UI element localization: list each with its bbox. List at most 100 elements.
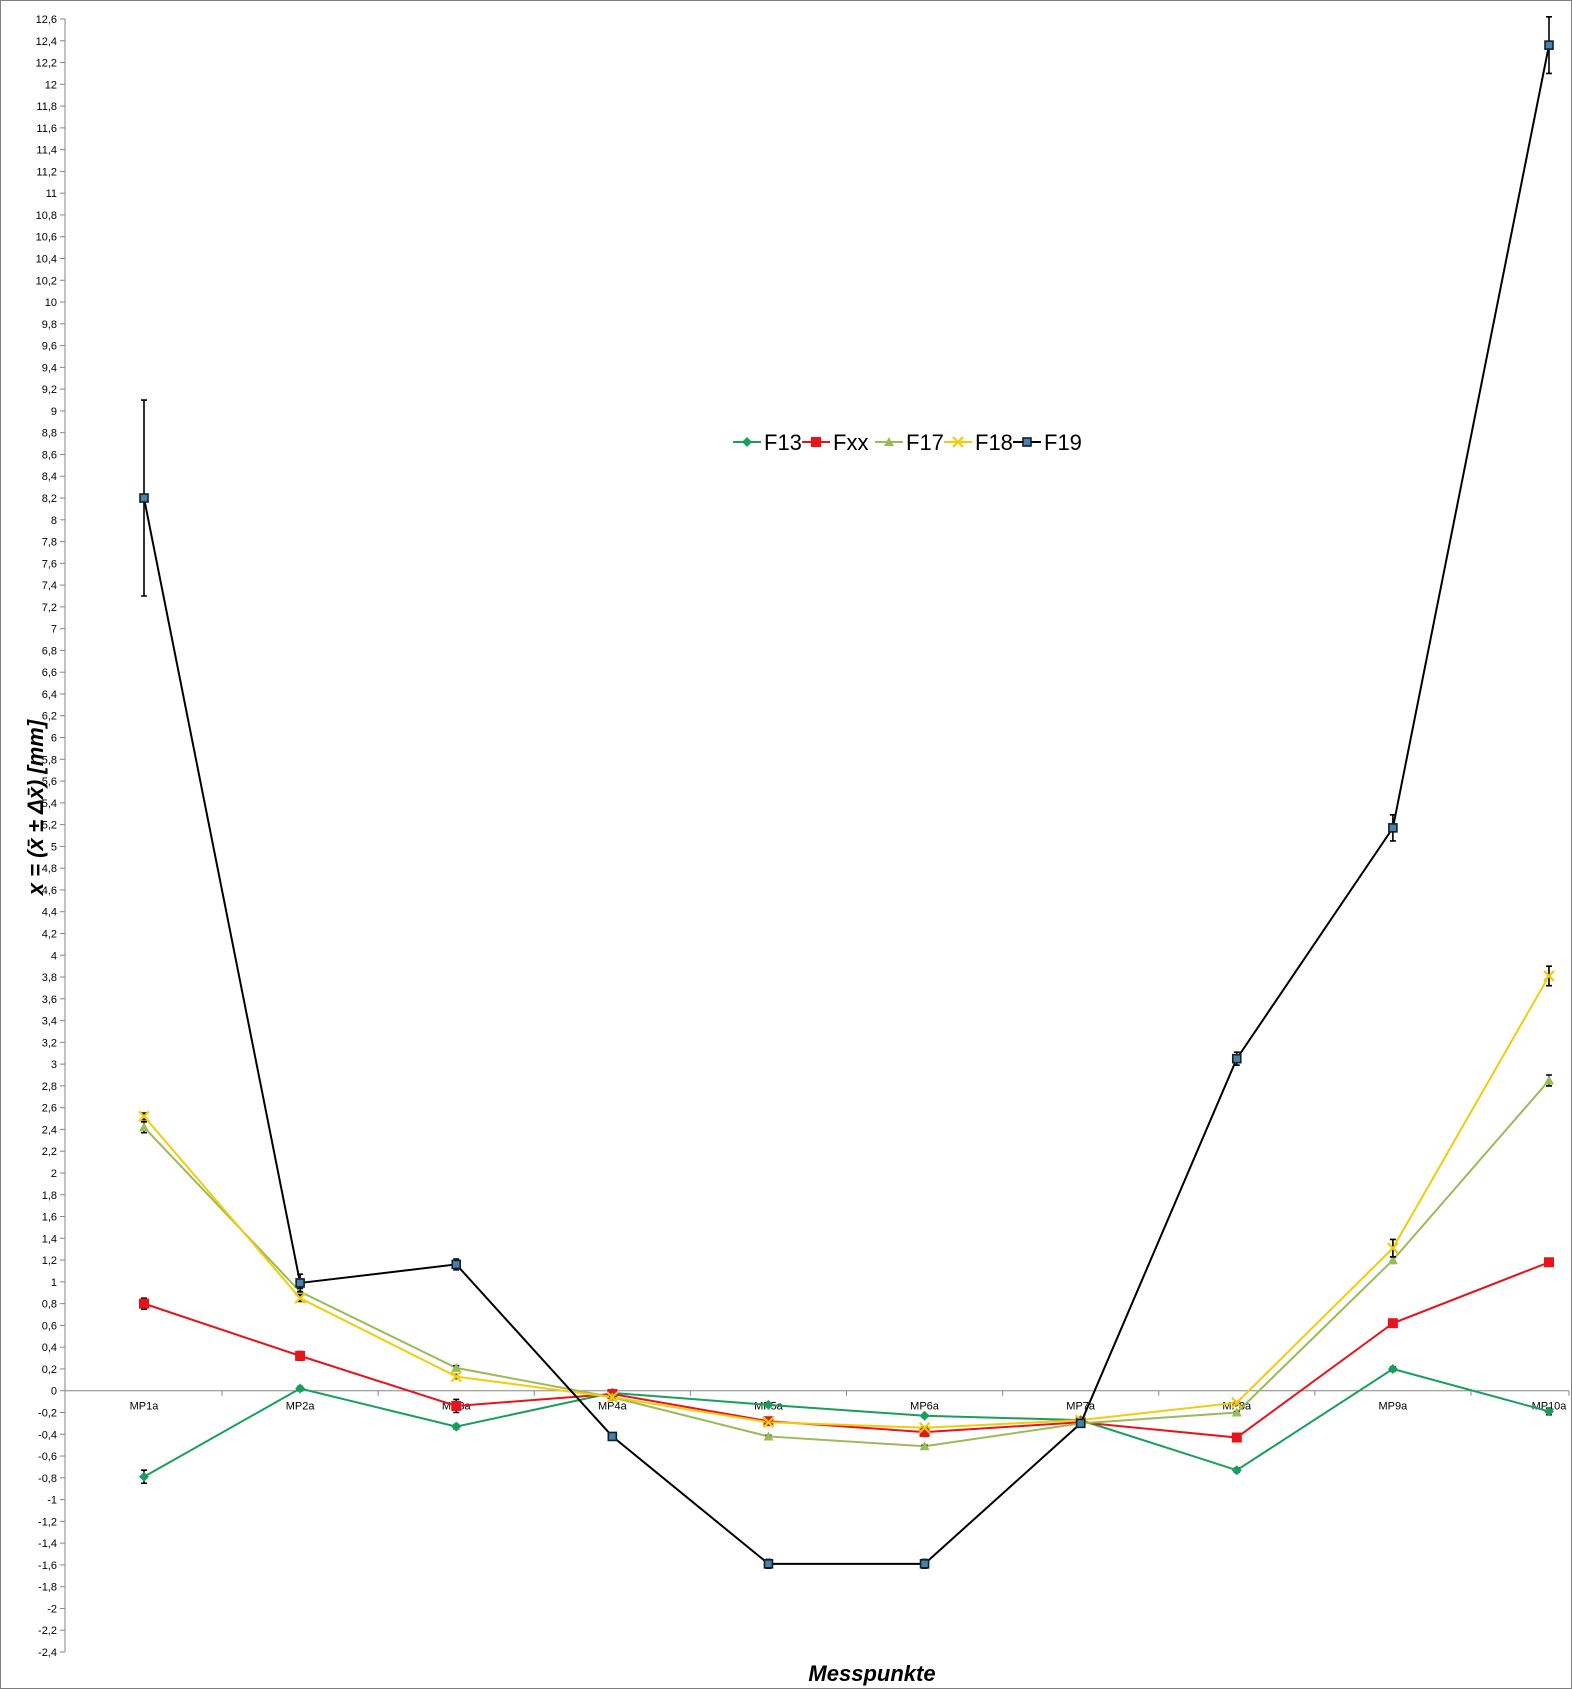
data-point (1231, 1396, 1243, 1409)
data-point (295, 1278, 305, 1288)
y-tick-label: 10,6 (36, 232, 57, 244)
y-tick-label: 6,4 (42, 689, 57, 701)
y-tick-label: 7,6 (42, 558, 57, 570)
y-tick-label: -1 (47, 1495, 57, 1507)
y-tick-label: 12,6 (36, 14, 57, 26)
y-tick-label: 3,4 (42, 1016, 57, 1028)
legend-item-f13: F13 (733, 430, 802, 455)
x-axis-title: Messpunkte (808, 1661, 935, 1686)
data-point (451, 1421, 462, 1432)
y-tick-label: 9,4 (42, 362, 57, 374)
y-tick-label: 1 (51, 1277, 57, 1289)
series-f19 (139, 16, 1554, 1569)
y-tick-label: 8 (51, 515, 57, 527)
data-point (138, 1110, 150, 1123)
data-point (451, 1362, 462, 1372)
series-line (143, 1367, 1550, 1478)
series-layer (138, 16, 1555, 1569)
y-tick-label: 5,6 (42, 776, 57, 788)
y-tick-label: 1,8 (42, 1190, 57, 1202)
y-tick-label: -2 (47, 1603, 57, 1615)
y-tick-label: 0,8 (42, 1299, 57, 1311)
y-tick-label: 8,6 (42, 449, 57, 461)
x-tick-label: MP6a (910, 1401, 940, 1413)
y-tick-label: 11,8 (36, 101, 57, 113)
data-point (918, 1421, 931, 1434)
data-point (1387, 1318, 1398, 1329)
legend-label: F13 (764, 430, 802, 455)
legend-item-fxx: Fxx (802, 430, 868, 455)
y-tick-label: 5,4 (42, 798, 57, 810)
y-tick-label: 11,6 (36, 123, 57, 135)
series-fxx (139, 1257, 1554, 1443)
y-tick-label: 2,4 (42, 1124, 57, 1136)
data-point (1544, 40, 1554, 50)
y-tick-label: 6,6 (42, 667, 57, 679)
data-point (1231, 1053, 1242, 1064)
series-f13 (139, 1363, 1554, 1485)
y-tick-label: 8,2 (42, 493, 57, 505)
y-tick-label: 1,6 (42, 1212, 57, 1224)
data-point (139, 493, 149, 503)
y-tick-label: 9,2 (42, 384, 57, 396)
data-point (742, 437, 752, 447)
y-tick-label: -0,4 (38, 1429, 57, 1441)
data-point (139, 1298, 149, 1309)
y-tick-label: 2,2 (42, 1146, 57, 1158)
y-tick-label: 9,6 (42, 341, 57, 353)
y-tick-label: 10,4 (36, 254, 57, 266)
data-point (1387, 1255, 1398, 1265)
y-tick-label: 5,2 (42, 820, 57, 832)
data-point (763, 1559, 774, 1569)
data-point (762, 1416, 775, 1429)
legend-label: F17 (906, 430, 944, 455)
data-point (1388, 823, 1398, 833)
y-axis-title: x = (x̄ ± Δx̄) [mm] (23, 719, 48, 896)
data-point (763, 1431, 774, 1441)
data-point (451, 1259, 462, 1270)
y-tick-label: 6,8 (42, 645, 57, 657)
y-tick-label: 0,2 (42, 1364, 57, 1376)
data-point (295, 1350, 306, 1361)
y-tick-label: 3,8 (42, 972, 57, 984)
legend-label: Fxx (833, 430, 868, 455)
data-point (1544, 1257, 1554, 1268)
data-point (1387, 1363, 1398, 1374)
y-tick-label: -2,4 (38, 1647, 57, 1659)
y-tick-label: 3,6 (42, 994, 57, 1006)
y-tick-label: 10,8 (36, 210, 57, 222)
series-line (143, 44, 1550, 1565)
y-tick-label: -0,6 (38, 1451, 57, 1463)
y-tick-label: -0,8 (38, 1473, 57, 1485)
data-point (919, 1427, 930, 1438)
y-tick-label: 5,8 (42, 754, 57, 766)
y-tick-label: 9,8 (42, 319, 57, 331)
x-tick-label: MP2a (286, 1401, 316, 1413)
data-point (919, 1559, 930, 1569)
x-tick-label: MP1a (130, 1401, 160, 1413)
y-tick-label: 5 (51, 841, 57, 853)
y-tick-label: 4 (51, 950, 57, 962)
y-tick-label: 2,6 (42, 1103, 57, 1115)
y-tick-label: 12,2 (36, 58, 57, 70)
legend-label: F18 (975, 430, 1013, 455)
data-point (139, 1122, 149, 1132)
data-point (919, 1410, 930, 1421)
y-tick-label: -1,6 (38, 1560, 57, 1572)
data-point (1231, 1465, 1242, 1476)
data-point (139, 1471, 149, 1482)
data-point (811, 437, 821, 447)
x-tick-label: MP4a (598, 1401, 628, 1413)
data-point (1231, 1432, 1242, 1443)
data-point (451, 1400, 462, 1411)
y-tick-label: -1,4 (38, 1538, 57, 1550)
y-tick-label: 3 (51, 1059, 57, 1071)
data-point (1543, 970, 1555, 982)
data-point (1544, 1075, 1554, 1085)
y-tick-label: 4,8 (42, 863, 57, 875)
data-point (295, 1383, 306, 1394)
y-tick-label: -2,2 (38, 1625, 57, 1637)
data-point (450, 1370, 462, 1383)
data-point (294, 1292, 306, 1304)
